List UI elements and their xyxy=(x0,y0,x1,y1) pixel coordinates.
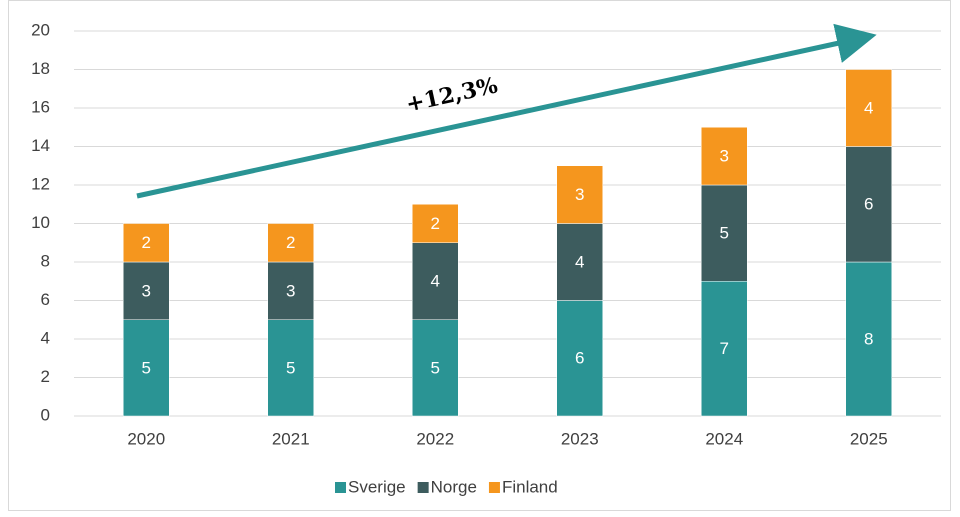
legend-swatch xyxy=(335,482,346,493)
bar-segment xyxy=(412,204,459,243)
y-tick-label: 0 xyxy=(41,405,50,424)
data-label: 4 xyxy=(864,98,873,117)
y-tick-label: 16 xyxy=(31,97,50,116)
bar-segment xyxy=(701,184,748,282)
bar-segment xyxy=(412,319,459,417)
bar-segment xyxy=(123,319,170,417)
y-tick-label: 8 xyxy=(41,251,50,270)
y-tick-label: 20 xyxy=(31,20,50,39)
bar-segment xyxy=(267,223,314,263)
plot-area: 0246810121416182020205322021532202254220… xyxy=(31,20,941,496)
bar-segment xyxy=(845,261,892,417)
data-label: 5 xyxy=(720,224,729,243)
data-label: 2 xyxy=(431,214,440,233)
y-tick-label: 12 xyxy=(31,174,50,193)
data-label: 4 xyxy=(575,252,584,271)
legend-item: Finland xyxy=(488,477,558,496)
data-label: 7 xyxy=(720,339,729,358)
legend-label: Sverige xyxy=(348,477,406,496)
data-label: 6 xyxy=(864,195,873,214)
legend-swatch xyxy=(417,482,429,493)
bar-segment xyxy=(845,146,892,263)
bar-segment xyxy=(701,281,748,417)
x-tick-label: 2020 xyxy=(127,429,165,448)
y-tick-label: 10 xyxy=(31,213,50,232)
y-tick-label: 2 xyxy=(41,367,50,386)
x-tick-label: 2025 xyxy=(850,429,888,448)
legend-item: Norge xyxy=(417,477,477,496)
data-label: 5 xyxy=(431,358,440,377)
data-label: 6 xyxy=(575,349,584,368)
trend-arrow xyxy=(136,23,877,199)
legend-label: Finland xyxy=(502,477,558,496)
data-label: 2 xyxy=(142,233,151,252)
data-label: 3 xyxy=(142,281,151,300)
data-label: 3 xyxy=(286,281,295,300)
bar-segment xyxy=(845,69,892,147)
y-tick-label: 4 xyxy=(41,328,50,347)
data-label: 5 xyxy=(142,358,151,377)
bar-segment xyxy=(556,165,603,224)
legend-item: Sverige xyxy=(335,477,406,496)
data-label: 5 xyxy=(286,358,295,377)
x-tick-label: 2021 xyxy=(272,429,310,448)
bar-segment xyxy=(556,300,603,417)
bar-segment xyxy=(123,223,170,263)
x-tick-label: 2023 xyxy=(561,429,599,448)
data-label: 3 xyxy=(720,147,729,166)
x-tick-label: 2022 xyxy=(416,429,454,448)
data-label: 4 xyxy=(431,272,440,291)
bar-segment xyxy=(123,261,170,320)
bar-segment xyxy=(556,223,603,301)
x-tick-label: 2024 xyxy=(705,429,743,448)
data-label: 3 xyxy=(575,185,584,204)
y-tick-label: 18 xyxy=(31,59,50,78)
data-label: 8 xyxy=(864,329,873,348)
bar-segment xyxy=(412,242,459,320)
bar-segment xyxy=(267,319,314,417)
legend-label: Norge xyxy=(431,477,477,496)
y-tick-label: 6 xyxy=(41,290,50,309)
bar-segment xyxy=(267,261,314,320)
y-tick-label: 14 xyxy=(31,136,50,155)
bar-segment xyxy=(701,127,748,186)
data-label: 2 xyxy=(286,233,295,252)
legend-swatch xyxy=(488,482,500,493)
